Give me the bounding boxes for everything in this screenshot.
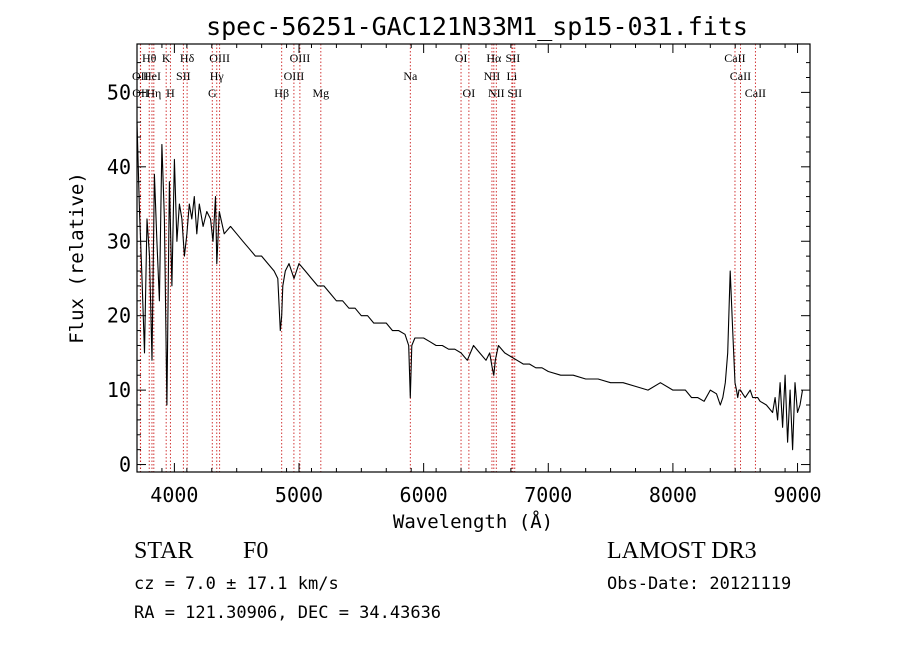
spectral-line-label: Hδ — [180, 51, 195, 65]
spectral-line-label: Mg — [312, 86, 329, 100]
spectral-subclass: F0 — [243, 538, 269, 564]
spectral-line-label: SII — [507, 86, 522, 100]
y-tick-label: 10 — [107, 378, 131, 402]
spectral-line-label: Hθ — [142, 51, 157, 65]
survey-name: LAMOST DR3 — [607, 538, 757, 564]
spectral-line-label: K — [162, 51, 171, 65]
x-tick-label: 9000 — [773, 483, 821, 507]
spectral-line-label: OIII — [290, 51, 311, 65]
spectral-line-label: Hβ — [274, 86, 289, 100]
spectral-line-label: H — [166, 86, 175, 100]
spectral-line-label: Na — [403, 69, 418, 83]
spectral-line-label: Hη — [146, 86, 161, 100]
object-class: STAR — [134, 538, 194, 564]
y-tick-label: 30 — [107, 229, 131, 253]
spectral-line-label: CaII — [745, 86, 766, 100]
spectral-line-label: Li — [507, 69, 518, 83]
ra-dec-coords: RA = 121.30906, DEC = 34.43636 — [134, 603, 442, 623]
spectral-line-label: OIII — [209, 51, 230, 65]
spectral-line-label: SII — [176, 69, 191, 83]
spectrum-line — [136, 122, 804, 451]
spectral-line-label: CaII — [724, 51, 745, 65]
spectral-line-label: Hγ — [210, 69, 225, 83]
y-axis-label: Flux (relative) — [66, 172, 88, 344]
spectral-line-label: SII — [506, 51, 521, 65]
x-tick-label: 8000 — [649, 483, 697, 507]
y-tick-label: 40 — [107, 155, 131, 179]
spectral-line-label: OIII — [284, 69, 305, 83]
spectral-line-label: OI — [463, 86, 476, 100]
plot-frame — [136, 43, 811, 473]
spectral-line-label: OI — [455, 51, 468, 65]
spectral-line-label: G — [208, 86, 217, 100]
chart-title: spec-56251-GAC121N33M1_sp15-031.fits — [206, 12, 748, 41]
y-tick-label: 50 — [107, 80, 131, 104]
spectral-line-label: CaII — [730, 69, 751, 83]
x-axis-label: Wavelength (Å) — [393, 510, 553, 533]
x-tick-label: 4000 — [150, 483, 198, 507]
spectral-line-label: NII — [484, 69, 501, 83]
spectral-line-label: Hα — [486, 51, 502, 65]
x-tick-label: 7000 — [524, 483, 572, 507]
spectral-line-label: HeI — [143, 69, 161, 83]
x-tick-label: 6000 — [400, 483, 448, 507]
x-tick-label: 5000 — [275, 483, 323, 507]
y-tick-label: 20 — [107, 304, 131, 328]
y-tick-label: 0 — [119, 453, 131, 477]
observation-date: Obs-Date: 20121119 — [607, 574, 792, 594]
spectral-line-label: OII — [132, 69, 149, 83]
redshift-cz: cz = 7.0 ± 17.1 km/s — [134, 574, 339, 594]
spectral-line-label: NII — [488, 86, 505, 100]
